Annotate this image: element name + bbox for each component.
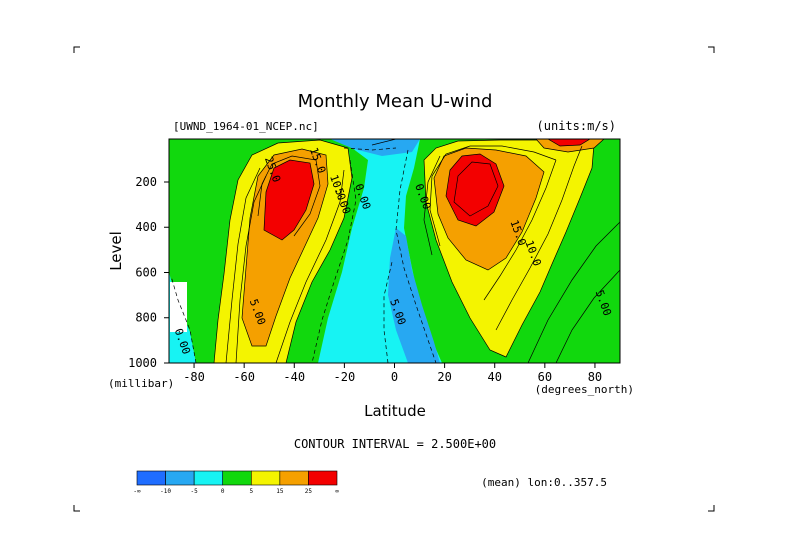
y-units-label: (millibar) [108,377,174,390]
x-tick-label: -20 [334,370,356,384]
chart-title: Monthly Mean U-wind [298,91,493,112]
colorbar-swatch [222,470,252,486]
y-axis: 200 400 600 800 1000 [128,175,169,370]
colorbar-swatch [165,470,195,486]
colorbar-swatch [193,470,224,486]
colorbar-label: -5 [191,488,199,495]
missing-data-patch [170,282,187,332]
colorbar-swatch [136,470,166,486]
x-tick-label: -40 [283,370,305,384]
x-tick-label: 80 [588,370,602,384]
colorbar-label: 25 [305,488,313,495]
averaging-text: (mean) lon:0..357.5 [481,476,607,489]
x-tick-label: 20 [437,370,451,384]
units-label: (units:m/s) [537,119,616,133]
contour-field: 25.0 15.010.05.000.00 0.0015.010.05.005.00… [169,139,620,363]
x-tick-label: 60 [538,370,552,384]
colorbar-label: ∞ [335,488,339,495]
dataset-label: [UWND_1964-01_NCEP.nc] [173,120,319,133]
x-units-label: (degrees_north) [535,383,634,396]
contour-lines [225,139,620,363]
negative-contour-lines [170,147,437,363]
contour-interval-text: CONTOUR INTERVAL = 2.500E+00 [294,437,496,451]
corner-marks [73,46,715,512]
x-tick-label: 0 [391,370,398,384]
x-axis: -80 -60 -40 -20 0 20 40 60 80 [183,363,602,384]
y-tick-label: 1000 [128,356,157,370]
x-tick-label: -60 [233,370,255,384]
y-tick-label: 600 [135,265,157,279]
colorbar-label: -∞ [133,488,141,495]
upper-easterlies [330,139,420,156]
colorbar-label: 15 [276,488,284,495]
colorbar: -∞ -10 -5 0 5 15 25 ∞ [133,470,339,495]
colorbar-label: 5 [249,488,253,495]
y-tick-label: 400 [135,220,157,234]
x-axis-title: Latitude [364,402,426,420]
colorbar-swatch [279,470,309,486]
colorbar-label: -10 [160,488,171,495]
southern-jet [213,139,353,363]
y-tick-label: 800 [135,311,157,325]
colorbar-swatch [308,470,338,486]
y-axis-title: Level [107,231,125,271]
x-tick-label: -80 [183,370,205,384]
x-tick-label: 40 [487,370,501,384]
y-tick-label: 200 [135,175,157,189]
colorbar-swatch [250,470,281,486]
colorbar-label: 0 [221,488,225,495]
negative-core [388,228,440,363]
